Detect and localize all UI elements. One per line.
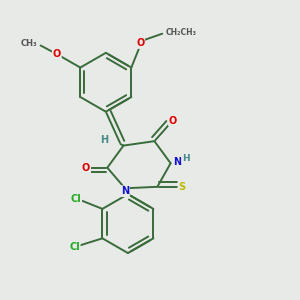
Text: Cl: Cl [69, 242, 80, 252]
Text: O: O [169, 116, 177, 126]
Text: Cl: Cl [70, 194, 81, 204]
Text: O: O [82, 163, 90, 173]
Text: O: O [136, 38, 144, 48]
Text: N: N [121, 186, 129, 196]
Text: O: O [53, 49, 61, 59]
Text: S: S [178, 182, 186, 192]
Text: N: N [173, 157, 181, 167]
Text: H: H [182, 154, 190, 163]
Text: H: H [100, 135, 108, 145]
Text: CH₃: CH₃ [21, 40, 38, 49]
Text: CH₂CH₃: CH₂CH₃ [165, 28, 196, 37]
